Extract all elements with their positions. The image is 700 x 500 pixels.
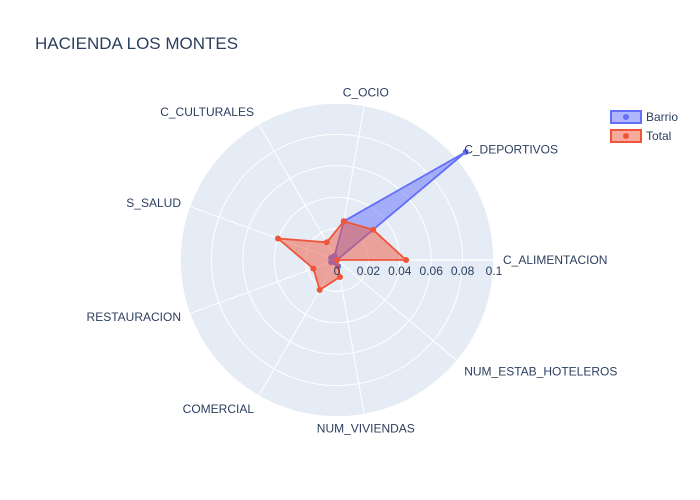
legend-swatch-total bbox=[610, 128, 642, 143]
series-layer bbox=[275, 149, 469, 293]
radial-tick-label: 0.04 bbox=[388, 264, 412, 278]
data-point-total[interactable] bbox=[323, 239, 330, 246]
axis-label-s-salud: S_SALUD bbox=[126, 196, 181, 210]
data-point-total[interactable] bbox=[370, 226, 377, 233]
axis-label-num-viviendas: NUM_VIVIENDAS bbox=[317, 422, 415, 436]
legend-swatch-barrio bbox=[610, 109, 642, 124]
grid-spoke bbox=[258, 123, 338, 261]
data-point-total[interactable] bbox=[275, 235, 281, 242]
axis-label-num-estab-hoteleros: NUM_ESTAB_HOTELEROS bbox=[464, 365, 617, 379]
axis-labels: 0 0.02 0.04 0.06 0.08 0.1C_ALIMENTACION C_DEPO… bbox=[87, 86, 618, 436]
legend: Barrio Total bbox=[610, 107, 678, 145]
grid-spoke bbox=[336, 259, 458, 362]
data-point-total[interactable] bbox=[316, 286, 323, 293]
data-point-total[interactable] bbox=[340, 218, 347, 225]
chart-title: HACIENDA LOS MONTES bbox=[35, 34, 239, 53]
legend-item-barrio[interactable]: Barrio bbox=[610, 107, 678, 126]
radial-tick-label: 0 bbox=[334, 264, 341, 278]
series-area-total bbox=[277, 220, 408, 291]
legend-label-barrio: Barrio bbox=[646, 109, 679, 124]
axis-label-c-ocio: C_OCIO bbox=[343, 86, 389, 100]
data-point-total[interactable] bbox=[334, 257, 340, 263]
axis-label-c-deportivos: C_DEPORTIVOS bbox=[464, 142, 558, 156]
axis-label-comercial: COMERCIAL bbox=[183, 402, 255, 416]
axis-label-c-alimentacion: C_ALIMENTACION bbox=[503, 253, 607, 267]
radial-tick-label: 0.1 bbox=[486, 264, 503, 278]
data-point-total[interactable] bbox=[403, 257, 410, 263]
legend-item-total[interactable]: Total bbox=[610, 126, 678, 145]
axis-label-c-culturales: C_CULTURALES bbox=[160, 105, 254, 119]
radial-tick-label: 0.06 bbox=[420, 264, 444, 278]
axis-label-restauracion: RESTAURACION bbox=[87, 310, 181, 324]
radial-tick-label: 0.02 bbox=[357, 264, 381, 278]
data-point-barrio[interactable] bbox=[462, 149, 469, 155]
data-point-total[interactable] bbox=[337, 274, 343, 280]
legend-label-total: Total bbox=[646, 128, 672, 143]
radial-tick-label: 0.08 bbox=[451, 264, 475, 278]
grid-spoke bbox=[336, 259, 365, 415]
data-point-total[interactable] bbox=[310, 265, 317, 272]
